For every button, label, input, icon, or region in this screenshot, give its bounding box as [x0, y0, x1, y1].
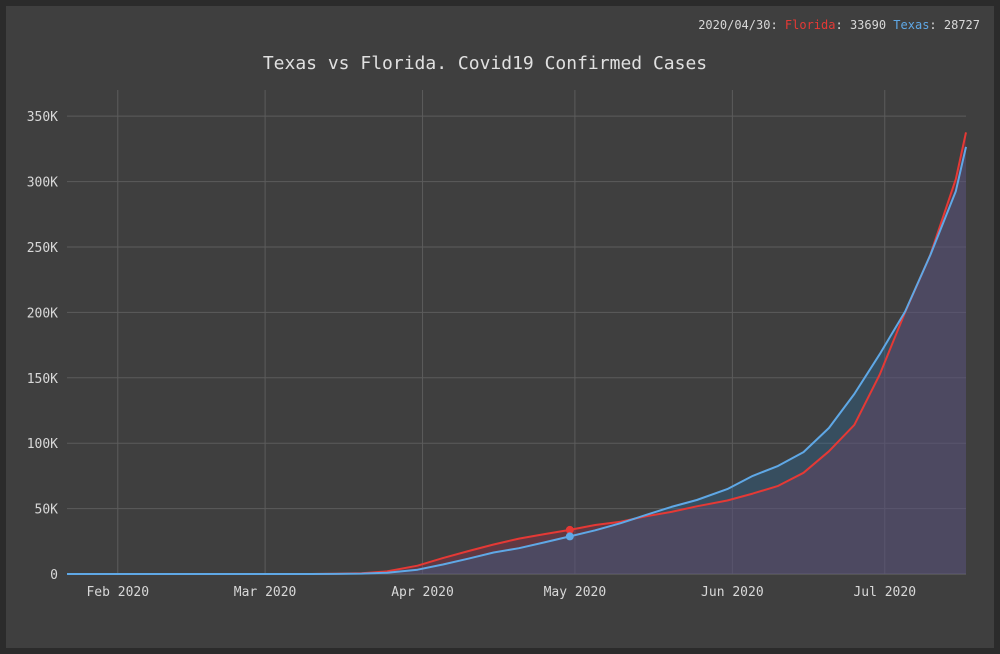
- tooltip-florida-value: 33690: [849, 18, 887, 32]
- tooltip-texas-label: Texas: [893, 18, 930, 32]
- y-tick-label: 300K: [27, 176, 58, 191]
- marker-texas: [565, 532, 574, 541]
- x-tick-label: Jun 2020: [701, 585, 764, 600]
- tooltip-texas-value: 28727: [943, 18, 980, 32]
- y-tick-label: 150K: [27, 372, 58, 387]
- chart-title: Texas vs Florida. Covid19 Confirmed Case…: [263, 53, 707, 74]
- y-tick-label: 200K: [27, 306, 58, 321]
- chart-frame: 2020/04/30: Florida: 33690 Texas: 28727 …: [6, 6, 994, 648]
- x-tick-label: Mar 2020: [234, 585, 297, 600]
- line-texas[interactable]: [67, 146, 967, 575]
- y-tick-label: 0: [50, 568, 58, 583]
- series-areas: [67, 132, 966, 574]
- y-tick-label: 250K: [27, 241, 58, 256]
- y-tick-label: 350K: [27, 110, 58, 125]
- x-tick-label: Apr 2020: [391, 585, 454, 600]
- x-tick-label: Feb 2020: [86, 585, 149, 600]
- grid-lines: [67, 90, 966, 575]
- hover-tooltip: 2020/04/30: Florida: 33690 Texas: 28727: [698, 18, 980, 32]
- y-tick-label: 50K: [35, 503, 59, 518]
- axis-labels: 0 50K 100K 150K 200K 250K 300K 350K Feb 2020 Mar …: [27, 110, 916, 600]
- highlight-markers: [565, 525, 574, 541]
- chart-svg[interactable]: Texas vs Florida. Covid19 Confirmed Case…: [6, 6, 994, 648]
- tooltip-date: 2020/04/30: [698, 18, 771, 32]
- series-lines[interactable]: [67, 132, 967, 575]
- marker-florida: [565, 525, 574, 534]
- x-tick-label: May 2020: [544, 585, 607, 600]
- y-tick-label: 100K: [27, 437, 58, 452]
- area-texas: [67, 146, 966, 574]
- tooltip-florida-label: Florida: [784, 18, 836, 32]
- x-tick-label: Jul 2020: [853, 585, 916, 600]
- area-florida: [67, 132, 966, 574]
